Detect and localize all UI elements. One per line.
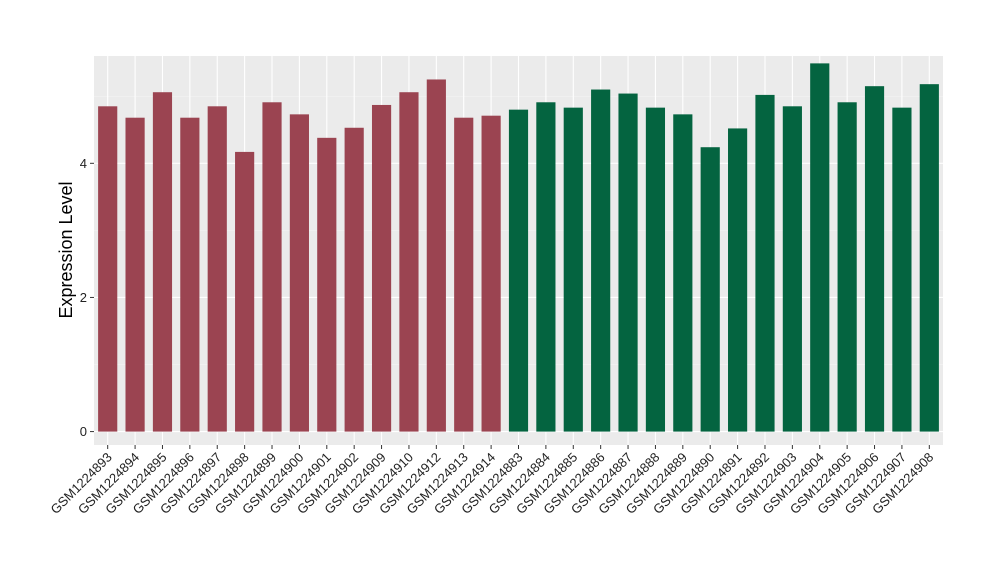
- bar-GSM1224894: [125, 117, 145, 432]
- bar-GSM1224914: [481, 115, 501, 432]
- bar-GSM1224910: [399, 92, 419, 432]
- bar-GSM1224903: [782, 106, 802, 432]
- bar-GSM1224885: [563, 107, 583, 432]
- bar-GSM1224898: [235, 151, 255, 432]
- bar-GSM1224897: [207, 106, 227, 432]
- y-tick-label: 0: [80, 424, 87, 439]
- bar-GSM1224892: [755, 94, 775, 432]
- bar-GSM1224891: [728, 128, 748, 432]
- x-axis: GSM1224893GSM1224894GSM1224895GSM1224896…: [47, 445, 936, 517]
- bar-GSM1224883: [508, 109, 529, 432]
- bar-GSM1224909: [371, 104, 392, 432]
- bar-GSM1224904: [810, 63, 830, 432]
- bar-GSM1224905: [837, 102, 857, 432]
- bar-GSM1224908: [919, 84, 939, 432]
- y-axis: 0 2 4: [80, 156, 94, 439]
- bar-GSM1224889: [673, 114, 693, 432]
- bar-GSM1224901: [317, 137, 337, 432]
- bar-GSM1224912: [426, 79, 446, 432]
- bar-GSM1224893: [98, 106, 118, 432]
- bar-GSM1224886: [591, 89, 611, 432]
- bar-GSM1224913: [454, 117, 474, 432]
- bar-GSM1224899: [262, 102, 282, 432]
- bar-GSM1224907: [892, 107, 912, 432]
- bar-GSM1224890: [700, 147, 720, 432]
- bar-GSM1224902: [344, 127, 364, 432]
- bar-GSM1224906: [864, 86, 885, 432]
- bar-GSM1224888: [645, 107, 666, 432]
- y-tick-label: 2: [80, 290, 87, 305]
- bar-GSM1224900: [289, 114, 309, 432]
- bar-GSM1224896: [180, 117, 200, 432]
- bars: [98, 63, 939, 432]
- bar-GSM1224887: [618, 93, 638, 432]
- y-tick-label: 4: [80, 156, 87, 171]
- bar-GSM1224895: [152, 92, 173, 432]
- bar-GSM1224884: [536, 102, 556, 432]
- y-axis-title: Expression Level: [56, 181, 76, 318]
